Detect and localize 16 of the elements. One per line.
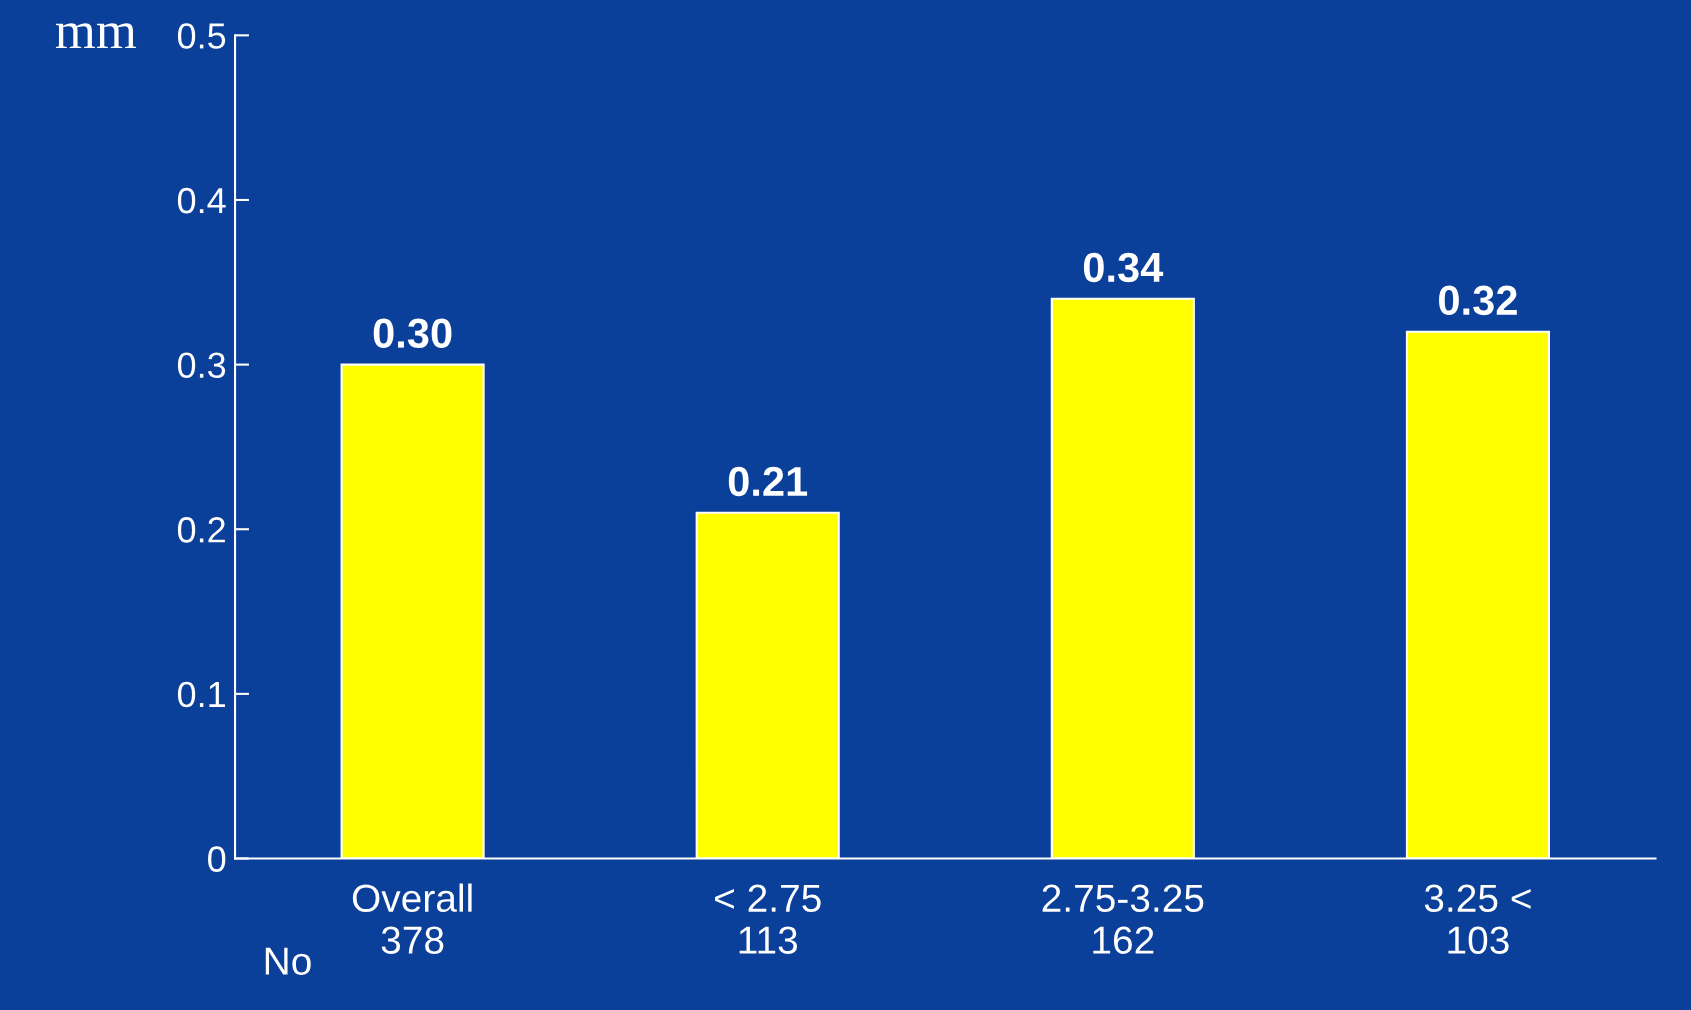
x-tick-label: 2.75-3.25 162 (1042, 884, 1204, 954)
y-tick-label: 0.3 (177, 352, 226, 379)
x-tick-label: < 2.75 113 (715, 884, 821, 954)
data-label: 0.34 (1083, 252, 1164, 283)
y-tick-label: 0.2 (177, 517, 225, 543)
y-tick-label: 0.1 (177, 681, 225, 708)
text: No (265, 947, 311, 975)
y-tick-label: 0 (208, 846, 226, 872)
y-axis-title: mm (55, 23, 137, 49)
data-label: 0.21 (728, 466, 808, 497)
x-tick-label: Overall 378 (352, 883, 472, 954)
y-tick-label: 0.4 (177, 187, 226, 214)
data-label: 0.32 (1439, 285, 1517, 316)
y-tick-label: 0.5 (177, 23, 226, 49)
x-tick-label: 3.25 < 103 (1424, 884, 1531, 954)
data-label: 0.30 (373, 318, 452, 349)
